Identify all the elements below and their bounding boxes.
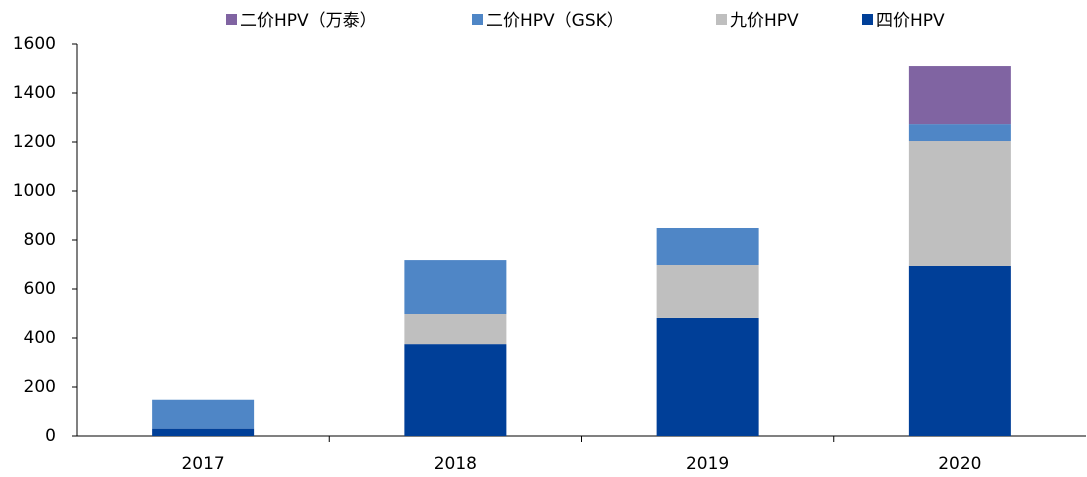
bar-segment <box>152 428 255 436</box>
bar-segment <box>656 317 759 436</box>
y-tick-label: 1400 <box>13 83 56 103</box>
y-tick-label: 600 <box>24 279 56 299</box>
legend-label: 九价HPV <box>730 11 799 31</box>
bar-segment <box>152 399 255 429</box>
bar-segment <box>908 265 1011 436</box>
legend-label: 二价HPV（GSK） <box>486 11 624 31</box>
legend-label: 四价HPV <box>876 11 945 31</box>
legend-label: 二价HPV（万泰） <box>240 11 377 31</box>
legend-swatch <box>226 14 237 25</box>
y-tick-label: 400 <box>24 328 56 348</box>
legend-swatch <box>862 14 873 25</box>
bar-segment <box>656 264 759 318</box>
bar-segment <box>908 141 1011 266</box>
bar-segment <box>404 313 507 345</box>
x-tick-label: 2019 <box>686 454 729 474</box>
x-tick-label: 2017 <box>181 454 224 474</box>
y-tick-label: 1600 <box>13 34 56 54</box>
bar-segment <box>908 124 1011 142</box>
y-tick-label: 200 <box>24 377 56 397</box>
bar-segment <box>404 344 507 436</box>
bar-segment <box>404 260 507 314</box>
y-tick-label: 800 <box>24 230 56 250</box>
x-tick-label: 2020 <box>938 454 981 474</box>
legend-swatch <box>716 14 727 25</box>
bar-segment <box>908 66 1011 125</box>
legend-swatch <box>472 14 483 25</box>
y-tick-label: 0 <box>45 426 56 446</box>
bar-segment <box>656 227 759 265</box>
x-tick-label: 2018 <box>434 454 477 474</box>
y-tick-label: 1000 <box>13 181 56 201</box>
y-tick-label: 1200 <box>13 132 56 152</box>
